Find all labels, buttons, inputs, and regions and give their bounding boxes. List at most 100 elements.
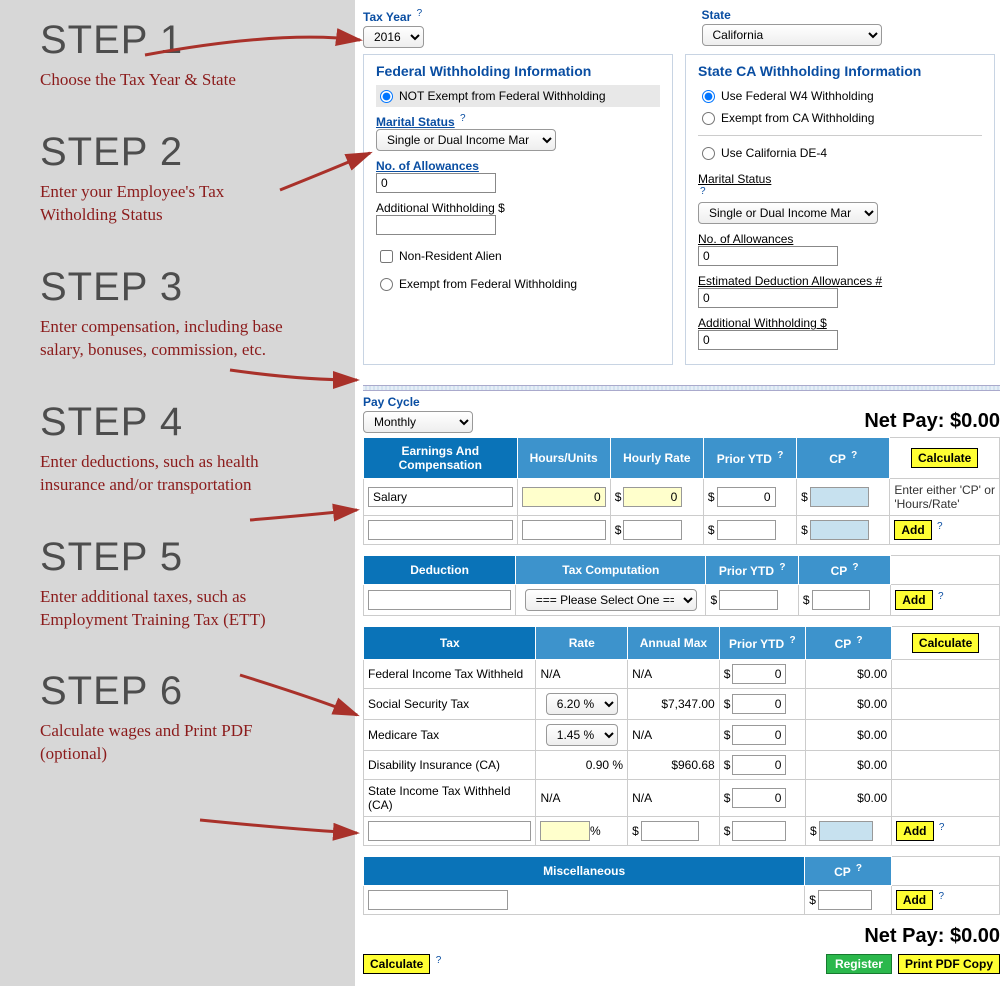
earn-ytd-input[interactable] [717, 487, 776, 507]
table-row: % $ $ $ Add ? [364, 817, 1000, 846]
tax-add-button[interactable]: Add [896, 821, 933, 841]
radio-exempt-ca-label: Exempt from CA Withholding [721, 111, 874, 125]
col-tax-max: Annual Max [628, 627, 720, 660]
state-estded-input[interactable] [698, 288, 838, 308]
nonresident-checkbox[interactable] [380, 250, 393, 263]
earn-rate-input[interactable] [623, 487, 682, 507]
state-marital-label: Marital Status [698, 172, 982, 186]
print-pdf-button[interactable]: Print PDF Copy [898, 954, 1000, 974]
earn-desc-input-2[interactable] [368, 520, 513, 540]
tax-ytd-input[interactable] [732, 755, 786, 775]
tax-max: $7,347.00 [628, 689, 720, 720]
tax-cp-input-new[interactable] [819, 821, 873, 841]
state-radio-federal-w4[interactable]: Use Federal W4 Withholding [698, 85, 982, 107]
federal-exempt-radio[interactable]: Exempt from Federal Withholding [376, 273, 660, 295]
state-additional-input[interactable] [698, 330, 838, 350]
radio-de4-label: Use California DE-4 [721, 146, 827, 160]
register-button[interactable]: Register [826, 954, 892, 974]
col-prior-ytd: Prior YTD ? [703, 438, 796, 479]
tax-ytd-input[interactable] [732, 725, 786, 745]
help-icon[interactable]: ? [937, 521, 943, 532]
earn-hours-input-2[interactable] [522, 520, 606, 540]
tax-ytd-input[interactable] [732, 664, 786, 684]
steps-sidebar: STEP 1 Choose the Tax Year & State STEP … [0, 0, 355, 986]
tax-label: Social Security Tax [364, 689, 536, 720]
misc-table: Miscellaneous CP ? $ Add ? [363, 856, 1000, 915]
bottom-calculate-button[interactable]: Calculate [363, 954, 430, 974]
tax-year-label: Tax Year [363, 10, 411, 24]
tax-ytd-input-new[interactable] [732, 821, 786, 841]
radio-de4[interactable] [702, 147, 715, 160]
state-panel: State CA Withholding Information Use Fed… [685, 54, 995, 365]
state-radio-de4[interactable]: Use California DE-4 [698, 142, 982, 164]
step-4: STEP 4 Enter deductions, such as health … [40, 400, 333, 497]
tax-ytd-input[interactable] [732, 694, 786, 714]
ded-cp-input[interactable] [812, 590, 870, 610]
earn-rate-input-2[interactable] [623, 520, 682, 540]
help-icon[interactable]: ? [938, 591, 944, 602]
deduction-add-button[interactable]: Add [895, 590, 932, 610]
state-panel-title: State CA Withholding Information [698, 63, 982, 79]
tax-rate: N/A [536, 780, 628, 817]
radio-exempt[interactable] [380, 278, 393, 291]
earn-desc-input[interactable] [368, 487, 513, 507]
earn-ytd-input-2[interactable] [717, 520, 776, 540]
pay-cycle-select[interactable]: Monthly [363, 411, 473, 433]
net-pay-bottom: Net Pay: $0.00 [363, 925, 1000, 948]
help-icon[interactable]: ? [436, 955, 442, 966]
tax-computation-select[interactable]: === Please Select One === [525, 589, 697, 611]
help-icon[interactable]: ? [460, 113, 466, 124]
earn-cp-input[interactable] [810, 487, 869, 507]
misc-cp-input[interactable] [818, 890, 872, 910]
state-marital-select[interactable]: Single or Dual Income Mar [698, 202, 878, 224]
deduction-table: Deduction Tax Computation Prior YTD ? CP… [363, 555, 1000, 616]
federal-additional-input[interactable] [376, 215, 496, 235]
radio-not-exempt[interactable] [380, 90, 393, 103]
state-allowances-input[interactable] [698, 246, 838, 266]
earnings-calculate-button[interactable]: Calculate [911, 448, 978, 468]
col-rate: Hourly Rate [610, 438, 703, 479]
help-icon[interactable]: ? [939, 822, 945, 833]
col-tax-comp: Tax Computation [516, 556, 706, 585]
earn-hours-input[interactable] [522, 487, 606, 507]
radio-use-federal-w4[interactable] [702, 90, 715, 103]
table-row: $ $ $ Enter either 'CP' or 'Hours/Rate' [364, 479, 1000, 516]
misc-desc-input[interactable] [368, 890, 508, 910]
federal-marital-label: Marital Status [376, 115, 455, 129]
federal-allowances-input[interactable] [376, 173, 496, 193]
help-icon[interactable]: ? [417, 8, 423, 19]
tax-ytd-input[interactable] [732, 788, 786, 808]
col-tax: Tax [364, 627, 536, 660]
tax-max: $960.68 [628, 751, 720, 780]
radio-exempt-ca[interactable] [702, 112, 715, 125]
ss-rate-select[interactable]: 6.20 % [546, 693, 618, 715]
net-pay-top: Net Pay: $0.00 [864, 410, 1000, 433]
tax-cp: $0.00 [805, 660, 891, 689]
ded-ytd-input[interactable] [719, 590, 777, 610]
federal-not-exempt-radio[interactable]: NOT Exempt from Federal Withholding [376, 85, 660, 107]
tax-calculate-button[interactable]: Calculate [912, 633, 979, 653]
state-select[interactable]: California [702, 24, 882, 46]
deduction-desc-input[interactable] [368, 590, 511, 610]
col-deduction: Deduction [364, 556, 516, 585]
tax-max-input[interactable] [641, 821, 699, 841]
tax-year-select[interactable]: 2016 [363, 26, 424, 48]
table-row: $ $ $ Add ? [364, 516, 1000, 545]
help-icon[interactable]: ? [700, 186, 706, 197]
radio-exempt-label: Exempt from Federal Withholding [399, 277, 577, 291]
medicare-rate-select[interactable]: 1.45 % [546, 724, 618, 746]
federal-marital-select[interactable]: Single or Dual Income Mar [376, 129, 556, 151]
state-radio-exempt[interactable]: Exempt from CA Withholding [698, 107, 982, 129]
help-icon[interactable]: ? [938, 891, 944, 902]
earn-cp-input-2[interactable] [810, 520, 869, 540]
earn-hint: Enter either 'CP' or 'Hours/Rate' [890, 479, 1000, 516]
tax-rate: 0.90 % [536, 751, 628, 780]
radio-not-exempt-label: NOT Exempt from Federal Withholding [399, 89, 606, 103]
step-4-title: STEP 4 [40, 400, 333, 445]
tax-max: N/A [628, 780, 720, 817]
step-3-title: STEP 3 [40, 265, 333, 310]
tax-desc-input[interactable] [368, 821, 531, 841]
earnings-add-button[interactable]: Add [894, 520, 931, 540]
misc-add-button[interactable]: Add [896, 890, 933, 910]
tax-rate-input[interactable] [540, 821, 590, 841]
